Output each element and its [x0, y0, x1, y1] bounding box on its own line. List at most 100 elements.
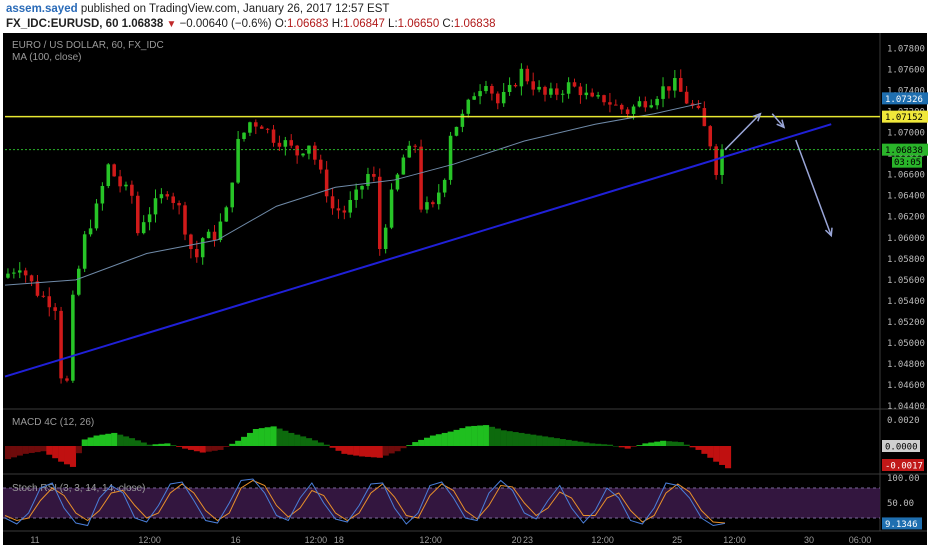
- candle-body: [177, 202, 181, 206]
- macd-bar: [701, 446, 708, 454]
- x-tick-label: 20: [512, 535, 522, 545]
- macd-bar: [671, 441, 678, 446]
- macd-bar: [52, 446, 59, 459]
- candle-body: [53, 307, 57, 311]
- macd-bar: [530, 434, 537, 446]
- macd-bar: [288, 432, 295, 446]
- candle-body: [200, 238, 205, 258]
- candle-body: [324, 169, 329, 197]
- candle-body: [419, 146, 423, 210]
- x-tick-label: 25: [672, 535, 682, 545]
- price-pane-title: EURO / US DOLLAR, 60, FX_IDC: [12, 40, 164, 51]
- candle-body: [189, 234, 193, 250]
- candle-body: [165, 194, 170, 197]
- price-label: 1.06838: [885, 146, 923, 156]
- candle-body: [82, 234, 87, 269]
- macd-bar: [683, 444, 690, 446]
- stoch-label-bg: [882, 517, 922, 530]
- support-trendline: [4, 123, 832, 378]
- candle-body: [372, 173, 376, 177]
- candle-body: [631, 106, 636, 115]
- candle-body: [501, 91, 506, 104]
- candle-body: [35, 281, 40, 296]
- price-label-bg: [882, 110, 928, 123]
- macd-bar: [370, 446, 378, 458]
- macd-bar: [589, 443, 596, 446]
- macd-bar: [75, 446, 82, 454]
- candle-body: [6, 273, 10, 278]
- candle-body: [307, 145, 311, 154]
- stoch-band: [3, 488, 880, 518]
- candle-body: [277, 142, 282, 147]
- candle-body: [543, 86, 547, 95]
- macd-label: 0.0000: [885, 443, 918, 453]
- published-text: published on TradingView.com, January 26…: [80, 3, 390, 15]
- macd-bar: [636, 445, 643, 446]
- axes: 1.078001.076001.074001.072001.070001.068…: [30, 45, 928, 545]
- x-tick-label: 12:00: [723, 535, 746, 545]
- candle-body: [59, 310, 63, 379]
- macd-bar: [488, 426, 496, 446]
- price-label-bg: [882, 92, 928, 105]
- candle-body: [124, 184, 128, 187]
- macd-bar: [294, 434, 301, 446]
- x-tick-label: 11: [30, 535, 39, 545]
- macd-bar: [187, 446, 195, 450]
- macd-bar: [365, 446, 372, 457]
- candle-body: [696, 105, 701, 109]
- projection-arrowhead: [776, 119, 786, 129]
- candle-body: [283, 140, 288, 147]
- candle-body: [171, 196, 175, 203]
- candle-body: [383, 227, 388, 249]
- macd-bar: [677, 442, 684, 446]
- candle-body: [460, 113, 465, 127]
- macd-bar: [176, 446, 183, 447]
- stoch-k-line: [4, 478, 726, 527]
- down-triangle-icon: ▼: [166, 19, 177, 30]
- x-tick-label: 23: [523, 535, 533, 545]
- last-price: 1.06838: [121, 18, 164, 30]
- candle-body: [236, 138, 240, 183]
- candle-body: [224, 207, 229, 222]
- candle-body: [377, 176, 382, 249]
- candle-body: [330, 196, 335, 209]
- countdown-label: 03:05: [894, 158, 921, 168]
- candle-body: [466, 99, 471, 114]
- macd-bar: [99, 434, 106, 446]
- price-tick-label: 1.06000: [887, 234, 925, 244]
- candle-body: [112, 164, 116, 177]
- macd-bar: [465, 426, 472, 446]
- macd-bar: [424, 437, 431, 446]
- macd-bar: [270, 426, 277, 446]
- projection-arrow: [724, 113, 761, 151]
- candle-body: [136, 195, 140, 234]
- candle-body: [360, 185, 364, 190]
- macd-bar: [329, 446, 336, 448]
- candle-body: [643, 101, 648, 108]
- candle-body: [525, 68, 530, 82]
- macd-bar: [205, 446, 212, 452]
- candle-body: [614, 104, 618, 106]
- candle-body: [637, 101, 642, 107]
- macd-bar: [10, 446, 18, 458]
- candle-body: [649, 105, 653, 108]
- candle-body: [342, 210, 347, 213]
- macd-bar: [547, 437, 555, 446]
- macd-bar: [182, 446, 189, 449]
- candle-body: [12, 272, 16, 274]
- candle-body: [389, 189, 394, 228]
- candle-body: [271, 129, 276, 143]
- macd-bar: [447, 431, 454, 446]
- macd-bar: [542, 436, 549, 446]
- macd-bar: [22, 446, 29, 454]
- candle-body: [401, 157, 406, 175]
- candle-body: [437, 192, 441, 205]
- chart-background: [3, 33, 927, 545]
- macd-bar: [518, 432, 525, 446]
- low-label: L:: [388, 18, 398, 30]
- countdown-bg: [892, 156, 922, 168]
- author-link[interactable]: assem.sayed: [6, 3, 78, 15]
- candle-body: [720, 149, 724, 176]
